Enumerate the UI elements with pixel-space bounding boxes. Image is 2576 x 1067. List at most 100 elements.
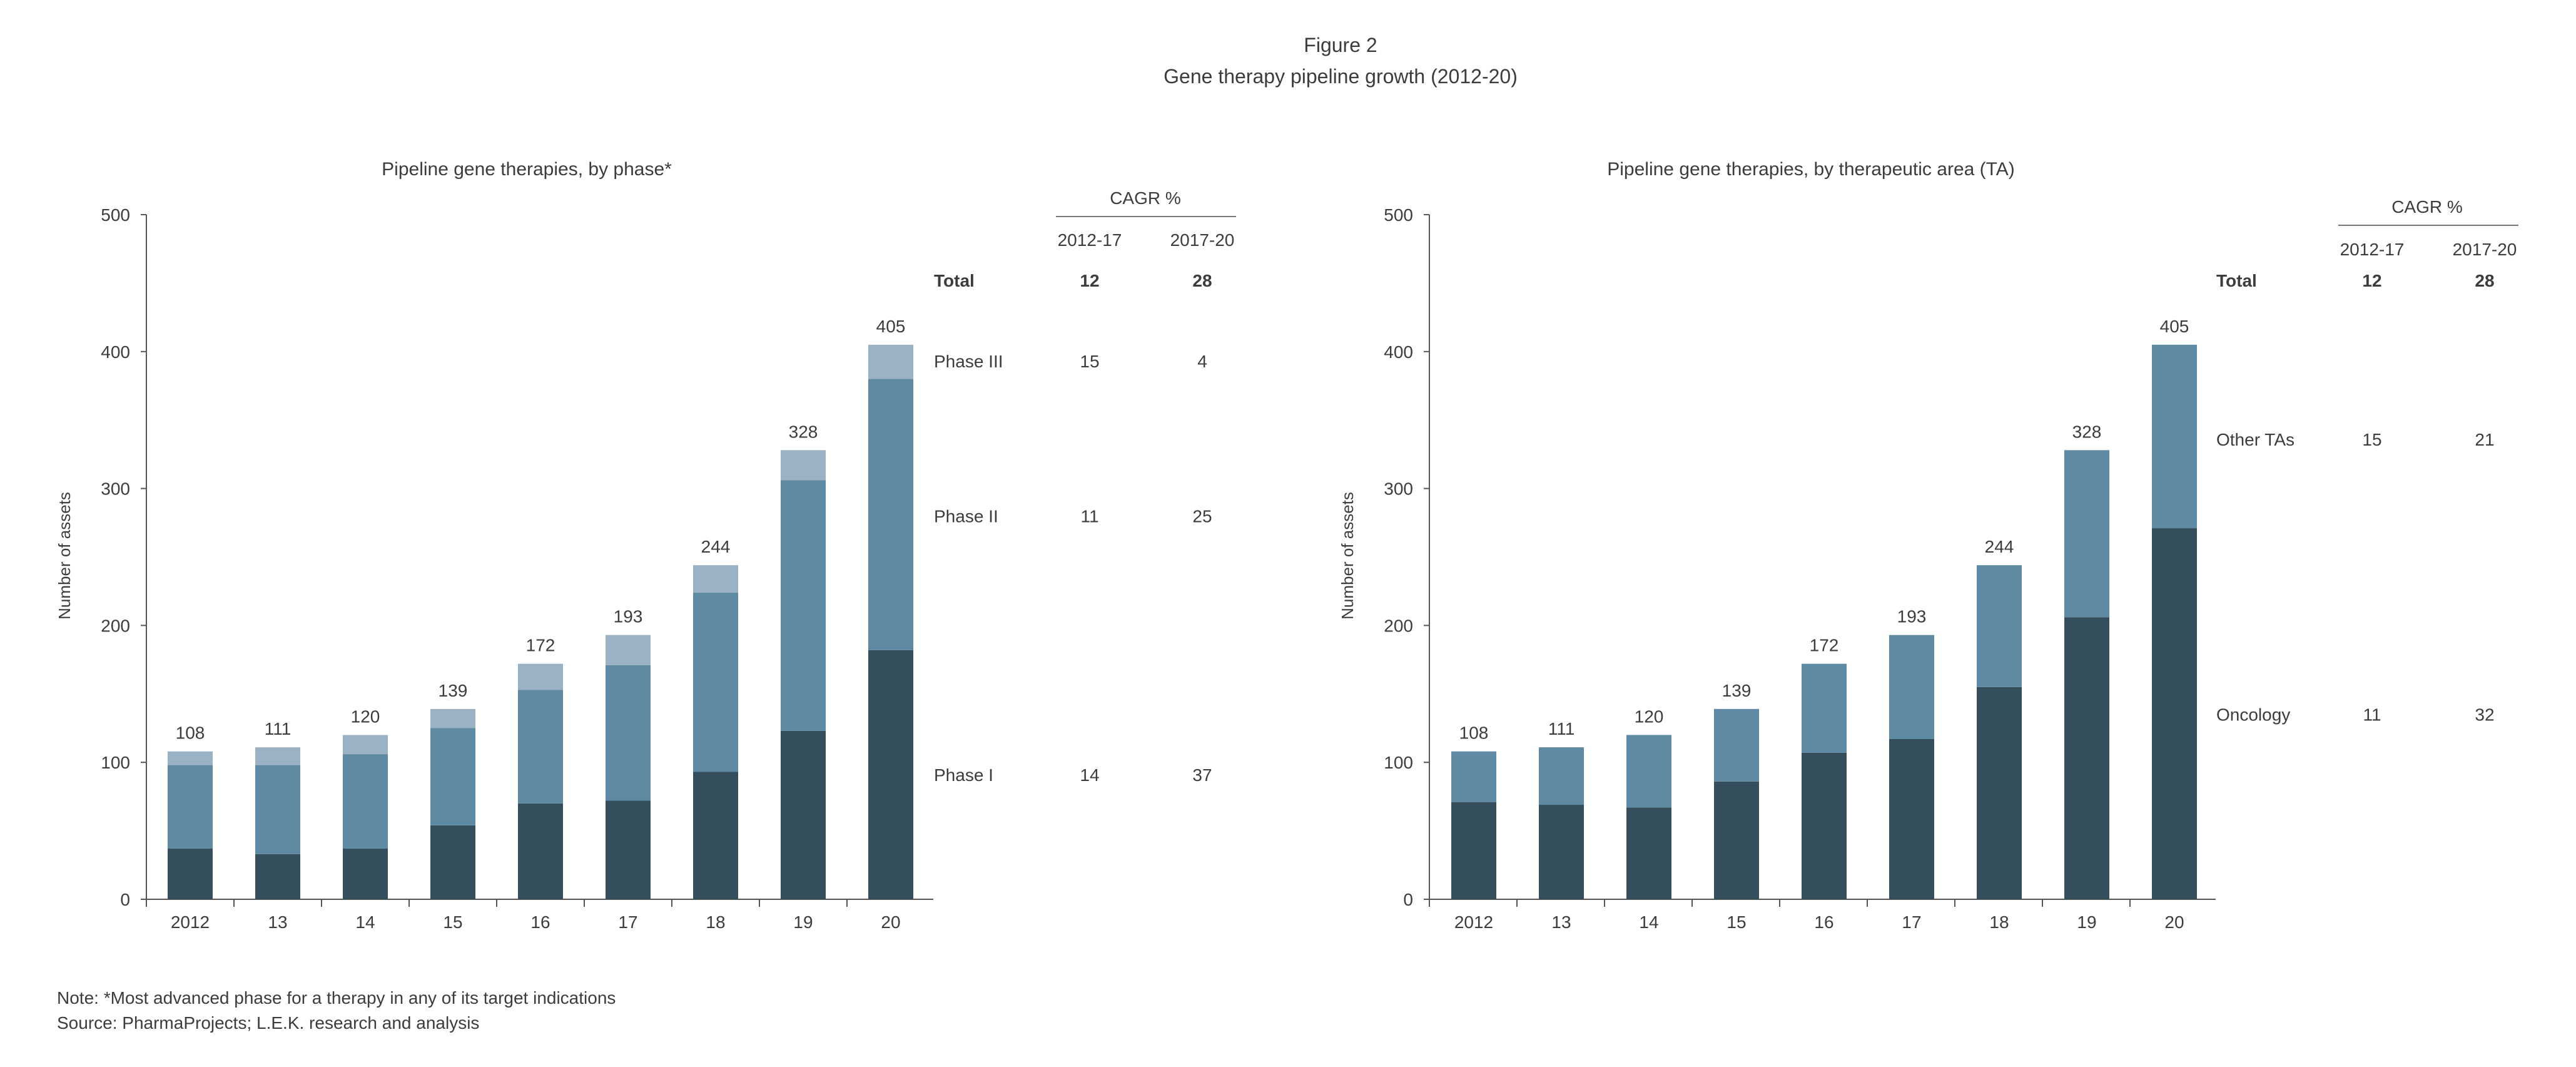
phase-cagr-row-val2-phase-iii: 4 — [1197, 352, 1207, 371]
ta-chart-y-axis-label: Number of assets — [1338, 492, 1357, 620]
ta-x-tick-label: 14 — [1639, 912, 1658, 932]
phase-cagr-row-val1-phase-ii: 11 — [1080, 506, 1098, 526]
phase-x-tick-label: 19 — [793, 912, 813, 932]
phase-x-tick-label: 17 — [618, 912, 637, 932]
phase-bar-phase-iii-19 — [781, 450, 826, 481]
phase-total-label: 193 — [614, 607, 643, 626]
ta-bar-other-tas-18 — [1977, 565, 2022, 687]
phase-cagr-row-val1-phase-i: 14 — [1080, 765, 1099, 785]
ta-cagr-row-val2-oncology: 32 — [2475, 705, 2494, 725]
phase-bar-phase-ii-19 — [781, 480, 826, 731]
phase-x-tick-label: 15 — [443, 912, 462, 932]
phase-bar-phase-ii-17 — [606, 665, 651, 801]
ta-bar-oncology-14 — [1626, 807, 1671, 899]
ta-x-tick-label: 18 — [1989, 912, 2009, 932]
ta-bar-other-tas-20 — [2152, 344, 2197, 529]
ta-total-label: 139 — [1722, 681, 1752, 700]
phase-total-label: 120 — [351, 707, 380, 726]
ta-x-tick-label: 17 — [1902, 912, 1921, 932]
ta-x-tick-label: 13 — [1551, 912, 1571, 932]
ta-cagr-row-val1-other-tas: 15 — [2362, 430, 2381, 449]
phase-bar-phase-ii-14 — [343, 754, 388, 849]
phase-bar-phase-ii-18 — [693, 592, 738, 772]
ta-total-label: 111 — [1548, 719, 1575, 738]
phase-x-tick-label: 18 — [706, 912, 725, 932]
ta-y-tick-label: 400 — [1384, 342, 1413, 362]
ta-total-label: 193 — [1897, 607, 1927, 626]
phase-cagr-total-label: Total — [934, 271, 975, 290]
ta-total-label: 328 — [2072, 422, 2102, 441]
phase-chart: Pipeline gene therapies, by phase* Numbe… — [55, 159, 1236, 932]
ta-cagr-row-val2-other-tas: 21 — [2475, 430, 2494, 449]
phase-bar-phase-i-18 — [693, 772, 738, 899]
ta-chart: Pipeline gene therapies, by therapeutic … — [1338, 159, 2518, 932]
phase-bar-phase-i-16 — [518, 803, 563, 899]
ta-bar-oncology-20 — [2152, 528, 2197, 899]
ta-y-tick-label: 500 — [1384, 205, 1413, 225]
phase-bar-phase-i-20 — [868, 650, 913, 899]
phase-cagr-header: CAGR % — [1110, 188, 1181, 208]
phase-bar-phase-iii-16 — [518, 663, 563, 690]
phase-bar-phase-iii-15 — [430, 708, 475, 728]
phase-bar-phase-ii-20 — [868, 379, 913, 650]
ta-chart-bars: 108 111 120 139 172 193 244 328 405 — [1451, 317, 2197, 899]
ta-cagr-row-val1-oncology: 11 — [2363, 705, 2381, 725]
ta-total-label: 405 — [2160, 317, 2189, 336]
ta-x-tick-label: 15 — [1727, 912, 1746, 932]
ta-cagr-total-val-2: 28 — [2475, 271, 2494, 290]
ta-cagr-total-val-1: 12 — [2362, 271, 2381, 290]
ta-cagr-row-label-oncology: Oncology — [2216, 705, 2290, 725]
phase-bar-phase-i-19 — [781, 730, 826, 899]
phase-bar-phase-iii-20 — [868, 344, 913, 379]
ta-y-tick-label: 100 — [1384, 753, 1413, 772]
phase-x-tick-label: 20 — [881, 912, 900, 932]
phase-chart-title: Pipeline gene therapies, by phase* — [382, 159, 672, 180]
ta-bar-oncology-16 — [1802, 752, 1847, 899]
phase-cagr-total-val-1: 12 — [1080, 271, 1099, 290]
ta-total-label: 244 — [1985, 537, 2014, 556]
ta-cagr-row-label-other-tas: Other TAs — [2216, 430, 2295, 449]
footer-source: Source: PharmaProjects; L.E.K. research … — [57, 1013, 479, 1033]
ta-y-tick-label: 200 — [1384, 616, 1413, 635]
phase-bar-phase-ii-2012 — [168, 765, 213, 849]
phase-bar-phase-iii-2012 — [168, 751, 213, 765]
phase-y-tick-label: 300 — [101, 479, 130, 499]
ta-bar-oncology-13 — [1539, 805, 1584, 899]
phase-x-tick-label: 14 — [355, 912, 375, 932]
phase-chart-bars: 108 111 120 139 172 193 244 328 405 — [168, 317, 913, 899]
phase-y-tick-label: 500 — [101, 205, 130, 225]
phase-cagr-total-val-2: 28 — [1192, 271, 1212, 290]
phase-y-tick-label: 100 — [101, 753, 130, 772]
ta-bar-other-tas-19 — [2064, 450, 2109, 618]
ta-bar-oncology-17 — [1889, 739, 1934, 899]
ta-x-tick-label: 19 — [2077, 912, 2096, 932]
phase-cagr-col-2: 2017-20 — [1170, 230, 1235, 250]
ta-bar-oncology-18 — [1977, 687, 2022, 899]
phase-total-label: 172 — [526, 636, 555, 655]
ta-y-tick-label: 0 — [1403, 890, 1413, 909]
footer-note: Note: *Most advanced phase for a therapy… — [57, 988, 616, 1008]
phase-y-tick-label: 0 — [120, 890, 130, 909]
phase-chart-y-axis-label: Number of assets — [55, 492, 74, 620]
phase-chart-axes: 0 100 200 300 400 500 2012 13 14 15 16 17 18 19 20 — [101, 205, 933, 932]
phase-cagr-row-label-phase-iii: Phase III — [934, 352, 1003, 371]
phase-cagr-row-val2-phase-i: 37 — [1192, 765, 1212, 785]
ta-chart-title: Pipeline gene therapies, by therapeutic … — [1607, 159, 2015, 180]
phase-bar-phase-i-13 — [255, 854, 300, 899]
figure-label: Figure 2 — [1304, 34, 1377, 56]
ta-y-tick-label: 300 — [1384, 479, 1413, 499]
phase-bar-phase-ii-16 — [518, 690, 563, 804]
phase-total-label: 328 — [789, 422, 818, 441]
phase-bar-phase-iii-18 — [693, 565, 738, 593]
ta-x-tick-label: 2012 — [1454, 912, 1493, 932]
phase-y-tick-label: 200 — [101, 616, 130, 635]
phase-bar-phase-i-14 — [343, 849, 388, 899]
ta-cagr-total-label: Total — [2216, 271, 2257, 290]
ta-bar-oncology-19 — [2064, 617, 2109, 899]
phase-cagr-row-val2-phase-ii: 25 — [1192, 506, 1212, 526]
ta-cagr-header: CAGR % — [2391, 197, 2463, 217]
phase-cagr-col-1: 2012-17 — [1058, 230, 1122, 250]
phase-cagr-row-label-phase-ii: Phase II — [934, 506, 998, 526]
figure-title: Gene therapy pipeline growth (2012-20) — [1164, 65, 1518, 88]
ta-cagr-table: CAGR % 2012-17 2017-20 Total 12 28 Other… — [2216, 197, 2518, 725]
